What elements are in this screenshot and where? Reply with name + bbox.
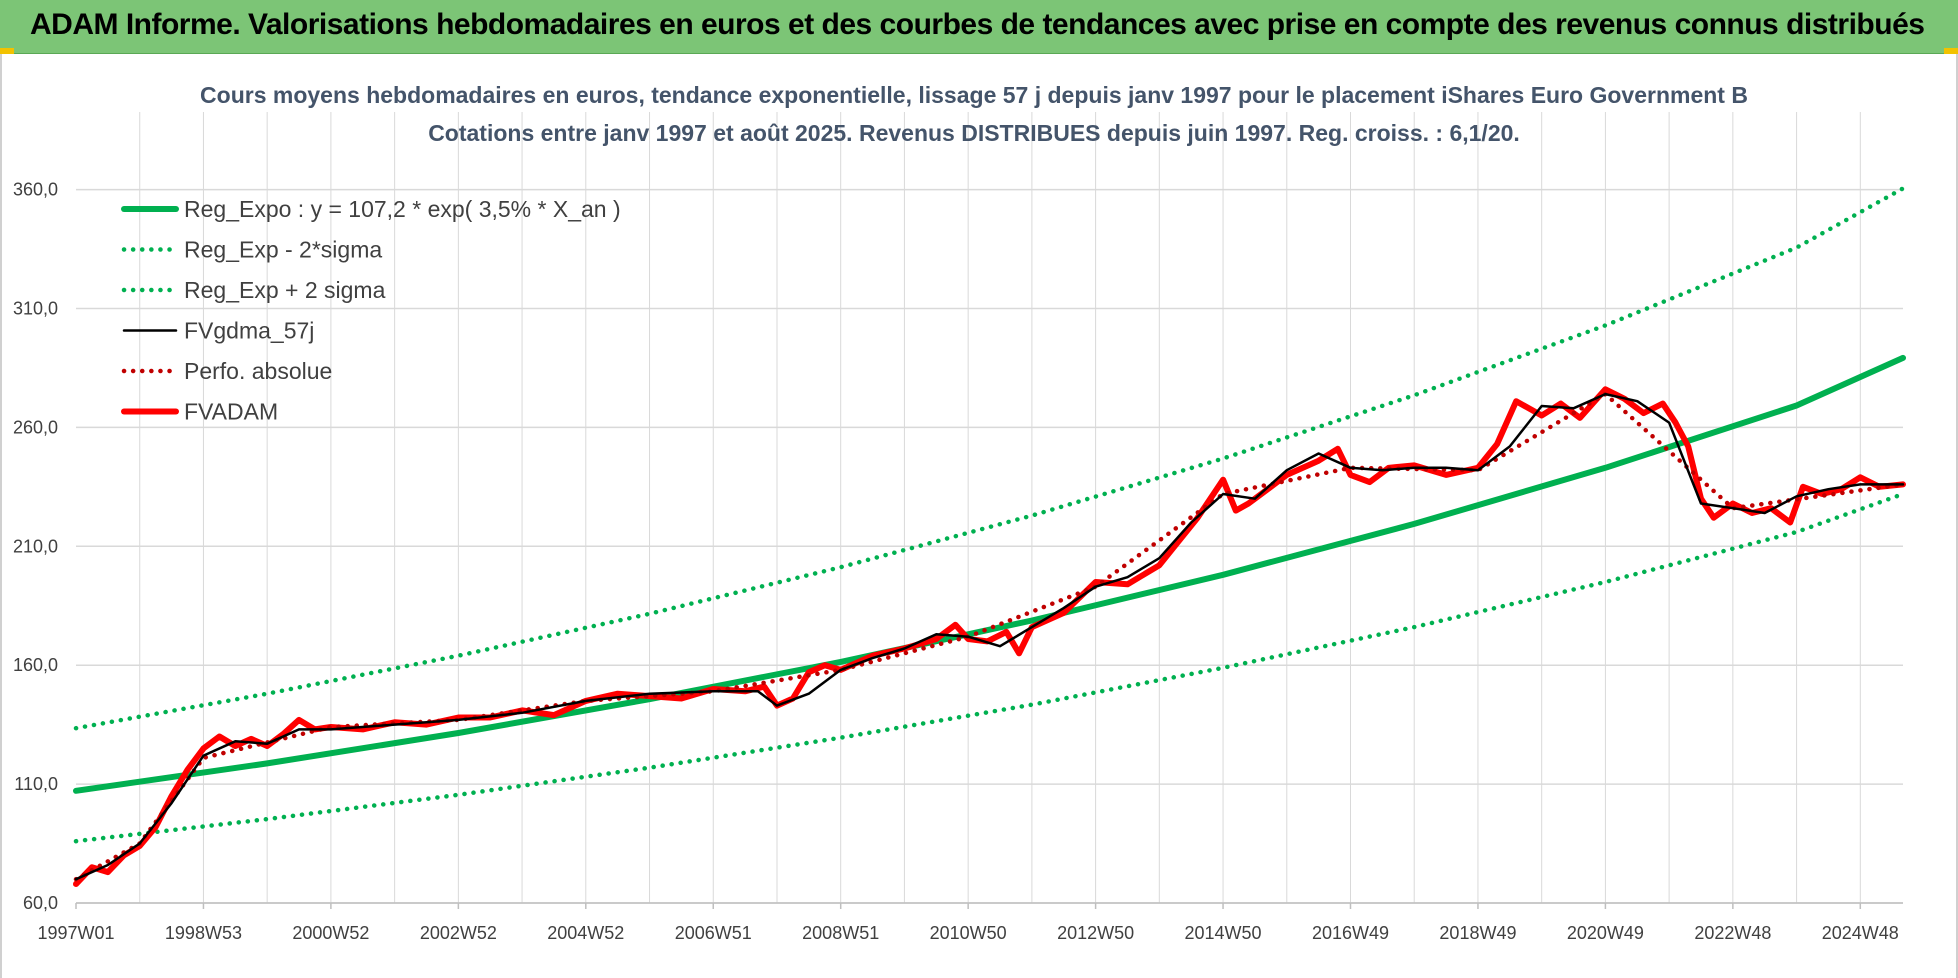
- chart-title-line1: Cours moyens hebdomadaires en euros, ten…: [200, 82, 1748, 108]
- x-tick-label: 2006W51: [675, 923, 752, 943]
- y-tick-label: 360,0: [13, 180, 58, 200]
- x-tick-label: 2020W49: [1567, 923, 1644, 943]
- x-axis-ticks: 1997W01 1998W53 2000W52 2002W52 2004W52 2006W…: [37, 903, 1899, 943]
- x-tick-label: 1998W53: [165, 923, 242, 943]
- legend: Reg_Expo : y = 107,2 * exp( 3,5% * X_an …: [121, 196, 621, 425]
- x-tick-label: 2016W49: [1312, 923, 1389, 943]
- legend-label: Perfo. absolue: [184, 358, 332, 384]
- series-line-3: [74, 392, 1905, 881]
- corner-marker-left: [0, 48, 14, 54]
- chart-frame: [0, 54, 1958, 978]
- x-tick-label: 1997W01: [37, 923, 114, 943]
- legend-label: FVADAM: [184, 399, 278, 425]
- x-tick-label: 2014W50: [1185, 923, 1262, 943]
- legend-label: Reg_Exp - 2*sigma: [184, 237, 382, 263]
- legend-label: Reg_Expo : y = 107,2 * exp( 3,5% * X_an …: [184, 196, 621, 222]
- y-tick-label: 60,0: [23, 893, 58, 913]
- x-tick-label: 2004W52: [547, 923, 624, 943]
- x-tick-label: 2000W52: [292, 923, 369, 943]
- x-tick-label: 2024W48: [1822, 923, 1899, 943]
- series-line-1: [73, 491, 1906, 844]
- y-axis-ticks: 60,0 110,0 160,0 210,0 260,0 310,0 360,0: [13, 180, 58, 913]
- series-line-0: [73, 354, 1906, 794]
- x-tick-label: 2010W50: [930, 923, 1007, 943]
- x-tick-label: 2002W52: [420, 923, 497, 943]
- x-tick-label: 2012W50: [1057, 923, 1134, 943]
- x-tick-label: 2018W49: [1439, 923, 1516, 943]
- grid-lines: [76, 112, 1903, 904]
- series-lines: [73, 186, 1906, 887]
- y-tick-label: 210,0: [13, 536, 58, 556]
- chart-title-line2: Cotations entre janv 1997 et août 2025. …: [428, 120, 1520, 146]
- y-tick-label: 310,0: [13, 298, 58, 318]
- x-tick-label: 2008W51: [802, 923, 879, 943]
- y-tick-label: 160,0: [13, 655, 58, 675]
- y-tick-label: 260,0: [13, 417, 58, 437]
- legend-label: Reg_Exp + 2 sigma: [184, 277, 386, 303]
- series-line-5: [73, 386, 1906, 887]
- y-tick-label: 110,0: [14, 774, 58, 794]
- legend-label: FVgdma_57j: [184, 318, 314, 344]
- header-banner: ADAM Informe. Valorisations hebdomadaire…: [0, 0, 1958, 54]
- report-title: ADAM Informe. Valorisations hebdomadaire…: [30, 8, 1925, 41]
- corner-marker-right: [1944, 48, 1958, 54]
- x-tick-label: 2022W48: [1694, 923, 1771, 943]
- series-line-4: [73, 391, 1906, 882]
